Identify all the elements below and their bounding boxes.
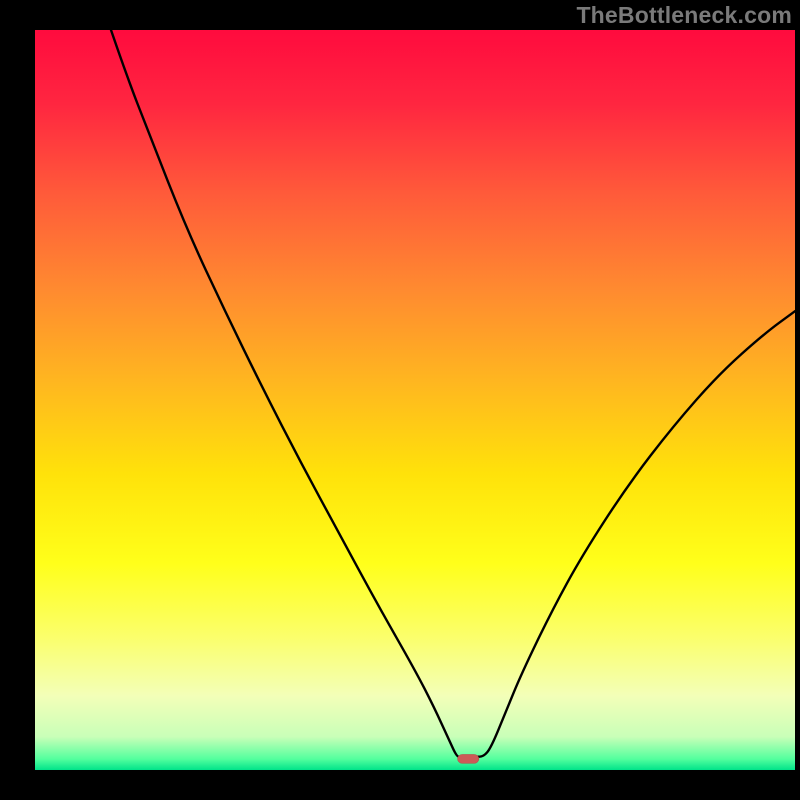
- plot-background: [35, 30, 795, 770]
- bottleneck-chart: [0, 0, 800, 800]
- chart-frame: TheBottleneck.com: [0, 0, 800, 800]
- optimum-marker: [458, 754, 479, 763]
- watermark-text: TheBottleneck.com: [576, 2, 792, 29]
